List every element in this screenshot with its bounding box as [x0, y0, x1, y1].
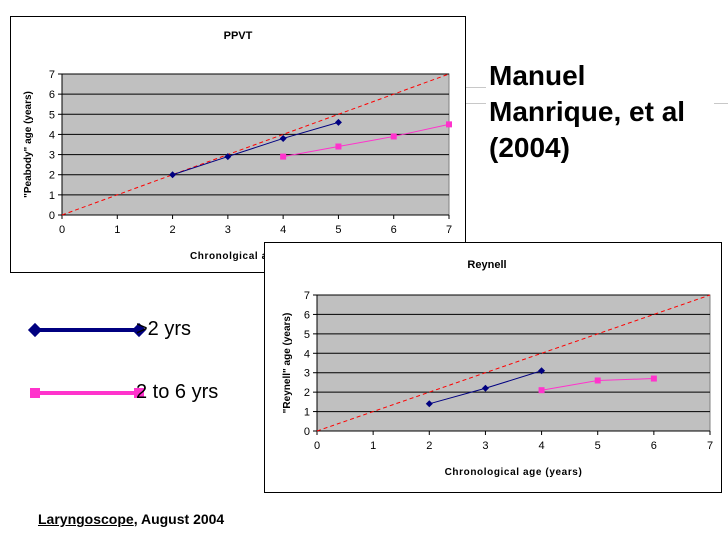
x-tick-label: 7 [446, 224, 452, 236]
chart-title: PPVT [224, 30, 253, 42]
legend-item-2-to-6: 2 to 6 yrs [30, 381, 280, 403]
data-point-diamond [224, 153, 232, 161]
ppvt-chart-panel: 0 1 2 3 4 5 6 7 0 1 2 3 4 5 6 7 PPVT Chronolgical age (ye… [10, 16, 466, 273]
x-axis-label: Chronological age (years) [445, 467, 583, 478]
data-point-square [650, 375, 657, 382]
data-point-diamond [279, 134, 287, 142]
y-tick-label: 2 [49, 170, 55, 182]
series-line-1 [283, 123, 450, 158]
y-tick-label: 4 [49, 129, 55, 141]
reference-line [316, 294, 711, 432]
x-tick-label: 3 [225, 224, 231, 236]
x-tick-label: 3 [482, 440, 488, 452]
y-tick-label: 0 [304, 426, 310, 438]
y-axis-label: "Reynell" age (years) [282, 313, 293, 414]
y-tick-label: 5 [304, 329, 310, 341]
x-tick-label: 4 [539, 440, 545, 452]
y-axis-label: "Peabody" age (years) [23, 91, 34, 198]
data-point-diamond [425, 400, 433, 408]
data-point-square [280, 153, 287, 160]
x-tick-label: 2 [426, 440, 432, 452]
y-tick-label: 1 [304, 407, 310, 419]
divider-line [466, 103, 486, 104]
legend-label: 2 to 6 yrs [136, 381, 219, 403]
y-tick-label: 2 [304, 387, 310, 399]
square-marker-icon [134, 388, 144, 398]
y-tick-label: 7 [304, 290, 310, 302]
divider-line [714, 103, 728, 104]
x-tick-label: 0 [314, 440, 320, 452]
divider-line [466, 87, 486, 88]
ppvt-chart: 0 1 2 3 4 5 6 7 0 1 2 3 4 5 6 7 PPVT Chronolgical age (ye… [23, 30, 452, 262]
x-tick-label: 7 [707, 440, 713, 452]
data-point-square [538, 387, 545, 394]
citation-journal: Laryngoscope [38, 511, 134, 527]
x-tick-label: 0 [59, 224, 65, 236]
x-tick-label: 2 [170, 224, 176, 236]
chart-title: Reynell [467, 259, 506, 271]
data-point-diamond [481, 384, 489, 392]
y-tick-label: 6 [304, 309, 310, 321]
y-tick-label: 3 [49, 150, 55, 162]
data-point-square [335, 143, 342, 150]
y-tick-label: 4 [304, 348, 310, 360]
data-point-square [390, 133, 397, 140]
x-tick-label: 5 [335, 224, 341, 236]
data-point-diamond [169, 171, 177, 179]
citation-detail: , August 2004 [133, 511, 225, 527]
y-tick-label: 5 [49, 109, 55, 121]
reynell-chart-panel: 0 1 2 3 4 5 6 7 0 1 2 3 4 5 6 7 Reynell Chronological age… [264, 242, 722, 493]
reynell-chart: 0 1 2 3 4 5 6 7 0 1 2 3 4 5 6 7 Reynell Chronological age… [282, 259, 713, 478]
legend-line-magenta [34, 391, 142, 395]
series-line-0 [172, 121, 339, 176]
data-point-diamond [334, 118, 342, 126]
y-tick-label: 0 [49, 210, 55, 222]
data-point-square [446, 121, 452, 128]
data-point-diamond [538, 367, 546, 375]
x-tick-label: 4 [280, 224, 286, 236]
x-tick-label: 6 [651, 440, 657, 452]
legend-line-navy [34, 328, 142, 332]
authors-heading: Manuel Manrique, et al (2004) [489, 60, 686, 163]
legend-item-over-2: >2 yrs [27, 318, 280, 340]
y-tick-label: 6 [49, 89, 55, 101]
y-tick-label: 3 [304, 368, 310, 380]
y-tick-label: 7 [49, 69, 55, 81]
y-tick-label: 1 [49, 190, 55, 202]
legend-label: >2 yrs [136, 318, 192, 340]
citation: Laryngoscope, August 2004 [38, 511, 224, 527]
diamond-marker-icon [27, 322, 43, 338]
x-tick-label: 6 [391, 224, 397, 236]
x-axis-label: Chronolgical age (years) [190, 251, 321, 262]
x-tick-label: 1 [114, 224, 120, 236]
x-tick-label: 5 [595, 440, 601, 452]
square-marker-icon [30, 388, 40, 398]
x-tick-label: 1 [370, 440, 376, 452]
data-point-square [594, 377, 601, 384]
reference-line [61, 73, 450, 216]
